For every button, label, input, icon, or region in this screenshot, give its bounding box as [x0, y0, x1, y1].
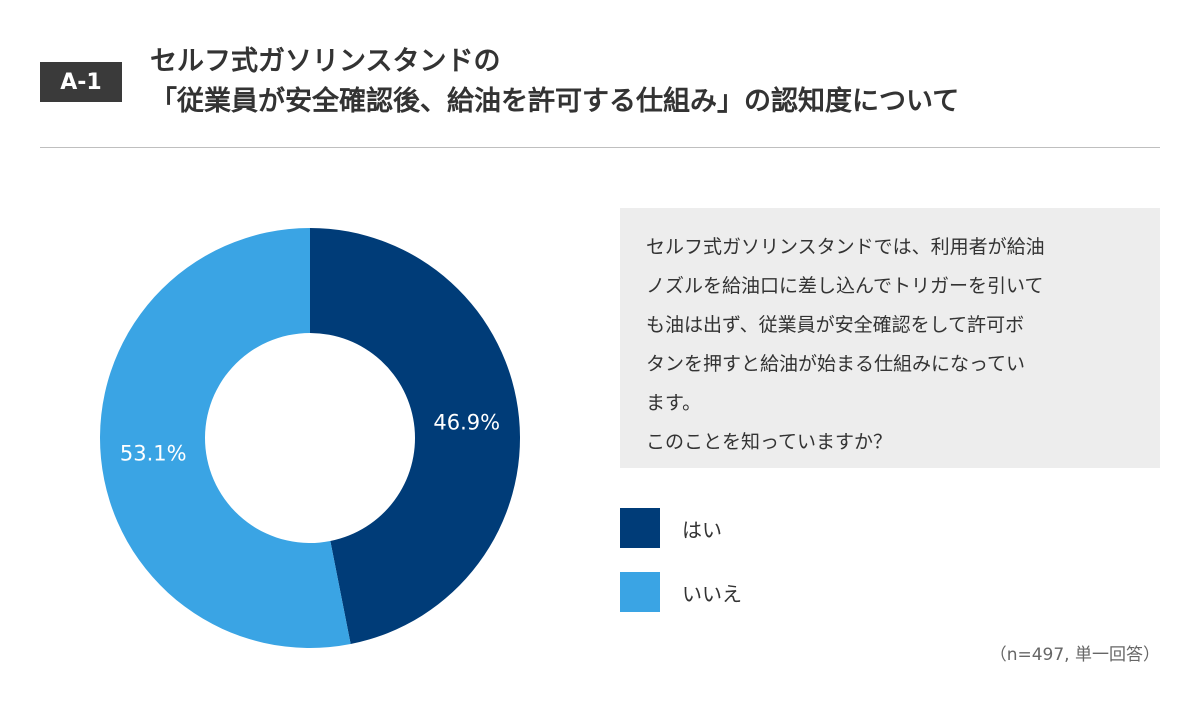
- donut-chart-svg: 46.9% 53.1%: [100, 228, 520, 648]
- donut-slice-no: [100, 228, 351, 648]
- legend-item-no: いいえ: [620, 572, 742, 612]
- question-line: タンを押すと給油が始まる仕組みになってい: [646, 353, 1026, 375]
- question-box: セルフ式ガソリンスタンドでは、利用者が給油 ノズルを給油口に差し込んでトリガーを…: [620, 208, 1160, 468]
- question-line: セルフ式ガソリンスタンドでは、利用者が給油: [646, 236, 1045, 258]
- sample-note: （n=497, 単一回答）: [989, 645, 1160, 665]
- donut-chart: 46.9% 53.1%: [90, 218, 530, 658]
- question-line: ます。: [646, 392, 702, 414]
- chart-legend: はい いいえ: [620, 508, 742, 636]
- question-line: ノズルを給油口に差し込んでトリガーを引いて: [646, 275, 1044, 297]
- legend-swatch-no: [620, 572, 660, 612]
- title-divider: [40, 147, 1160, 148]
- donut-slice-yes: [310, 228, 520, 645]
- legend-label-yes: はい: [682, 517, 722, 542]
- legend-item-yes: はい: [620, 508, 742, 548]
- data-label-no: 53.1%: [120, 441, 187, 465]
- question-line: このことを知っていますか？: [646, 431, 893, 453]
- legend-label-no: いいえ: [682, 581, 742, 606]
- data-label-yes: 46.9%: [433, 411, 500, 435]
- section-badge: A-1: [40, 62, 122, 102]
- question-line: も油は出ず、従業員が安全確認をして許可ボ: [646, 314, 1025, 336]
- title-line-1: セルフ式ガソリンスタンドの: [150, 46, 501, 77]
- legend-swatch-yes: [620, 508, 660, 548]
- title-line-2: 「従業員が安全確認後、給油を許可する仕組み」の認知度について: [150, 86, 960, 117]
- page-title: セルフ式ガソリンスタンドの 「従業員が安全確認後、給油を許可する仕組み」の認知度…: [150, 42, 959, 122]
